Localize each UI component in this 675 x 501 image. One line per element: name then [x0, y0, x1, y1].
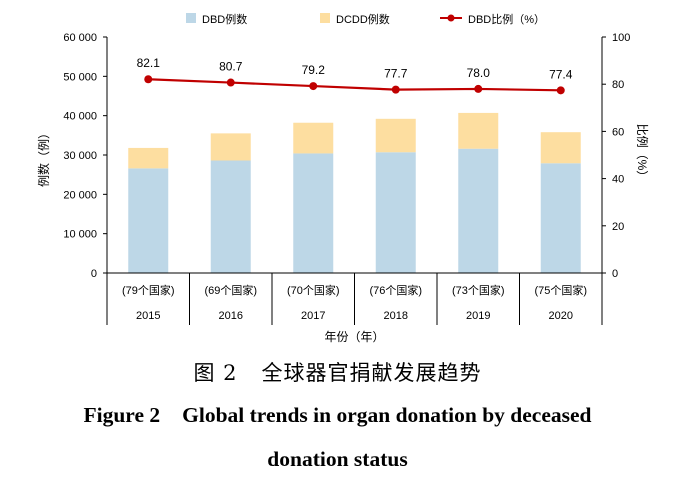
line-point-dbd-2018	[391, 85, 400, 94]
y2-tick-label: 60	[612, 126, 624, 138]
category-year-label: 2016	[219, 310, 243, 322]
bar-dcdd-2020	[540, 132, 581, 164]
legend-swatch-1	[320, 13, 330, 23]
y2-tick-label: 80	[612, 79, 624, 91]
y-tick-label: 40 000	[63, 111, 97, 123]
caption-cn-title: 全球器官捐献发展趋势	[261, 361, 482, 385]
data-label-dbd-2018: 77.7	[384, 67, 408, 81]
category-note-label: (70个国家)	[287, 283, 340, 297]
line-point-dbd-2020	[556, 86, 565, 95]
bar-dbd-2018	[375, 152, 416, 273]
category-note-label: (75个国家)	[534, 283, 587, 297]
legend-marker-2	[447, 14, 455, 22]
line-point-dbd-2015	[144, 75, 153, 84]
legend-label-2: DBD比例（%）	[468, 12, 545, 26]
y-tick-label: 20 000	[63, 189, 97, 201]
category-year-label: 2015	[136, 310, 160, 322]
figure-caption-cn: 图 2 全球器官捐献发展趋势	[0, 357, 675, 387]
category-year-label: 2020	[549, 310, 573, 322]
caption-en-title-line2: donation status	[267, 447, 408, 471]
chart: 0 10 000 20 000 30 000 40 000 50 000 60 000 0 20…	[36, 12, 649, 344]
category-year-label: 2018	[384, 310, 408, 322]
bar-dbd-2015	[128, 168, 169, 273]
category-note-label: (69个国家)	[204, 283, 257, 297]
category-note-label: (79个国家)	[122, 283, 175, 297]
legend-label-1: DCDD例数	[336, 12, 390, 26]
category-note-label: (73个国家)	[452, 283, 505, 297]
y2-tick-label: 20	[612, 221, 624, 233]
bar-dcdd-2016	[210, 133, 251, 161]
category-year-label: 2017	[301, 310, 325, 322]
bar-dcdd-2017	[293, 122, 334, 154]
y2-tick-label: 100	[612, 32, 630, 44]
line-point-dbd-2017	[309, 82, 318, 91]
caption-cn-label: 图 2	[193, 361, 238, 385]
y-axis-title: 例数（例）	[36, 127, 51, 187]
figure-caption-en-line2: donation status	[20, 438, 655, 480]
y-tick-label: 0	[91, 268, 97, 280]
caption-en-label: Figure 2	[83, 403, 161, 427]
figure-caption-en: Figure 2 Global trends in organ donation …	[20, 394, 655, 436]
data-label-dbd-2017: 79.2	[302, 63, 326, 77]
x-axis-title: 年份（年）	[324, 330, 384, 344]
y-tick-label: 50 000	[63, 71, 97, 83]
line-point-dbd-2016	[226, 78, 235, 87]
data-label-dbd-2016: 80.7	[219, 60, 243, 74]
line-dbd-ratio	[148, 78, 561, 92]
category-year-label: 2019	[466, 310, 490, 322]
bar-dbd-2017	[293, 153, 334, 273]
y2-tick-label: 40	[612, 174, 624, 186]
bar-dbd-2016	[210, 160, 251, 273]
bar-dcdd-2018	[375, 118, 416, 153]
legend-label-0: DBD例数	[202, 12, 247, 26]
caption-en-title-line1: Global trends in organ donation by decea…	[182, 403, 592, 427]
y-tick-label: 30 000	[63, 150, 97, 162]
line-point-dbd-2019	[474, 84, 483, 93]
data-label-dbd-2015: 82.1	[137, 56, 161, 70]
bar-dcdd-2019	[458, 112, 499, 149]
legend-swatch-0	[186, 13, 196, 23]
bar-dbd-2020	[540, 163, 581, 273]
bar-dcdd-2015	[128, 147, 169, 169]
bar-dbd-2019	[458, 148, 499, 273]
y-tick-label: 10 000	[63, 229, 97, 241]
y2-axis-title: 比例（%）	[635, 124, 649, 183]
y-tick-label: 60 000	[63, 32, 97, 44]
data-label-dbd-2019: 78.0	[467, 66, 491, 80]
category-note-label: (76个国家)	[369, 283, 422, 297]
y2-tick-label: 0	[612, 268, 618, 280]
data-label-dbd-2020: 77.4	[549, 67, 573, 81]
